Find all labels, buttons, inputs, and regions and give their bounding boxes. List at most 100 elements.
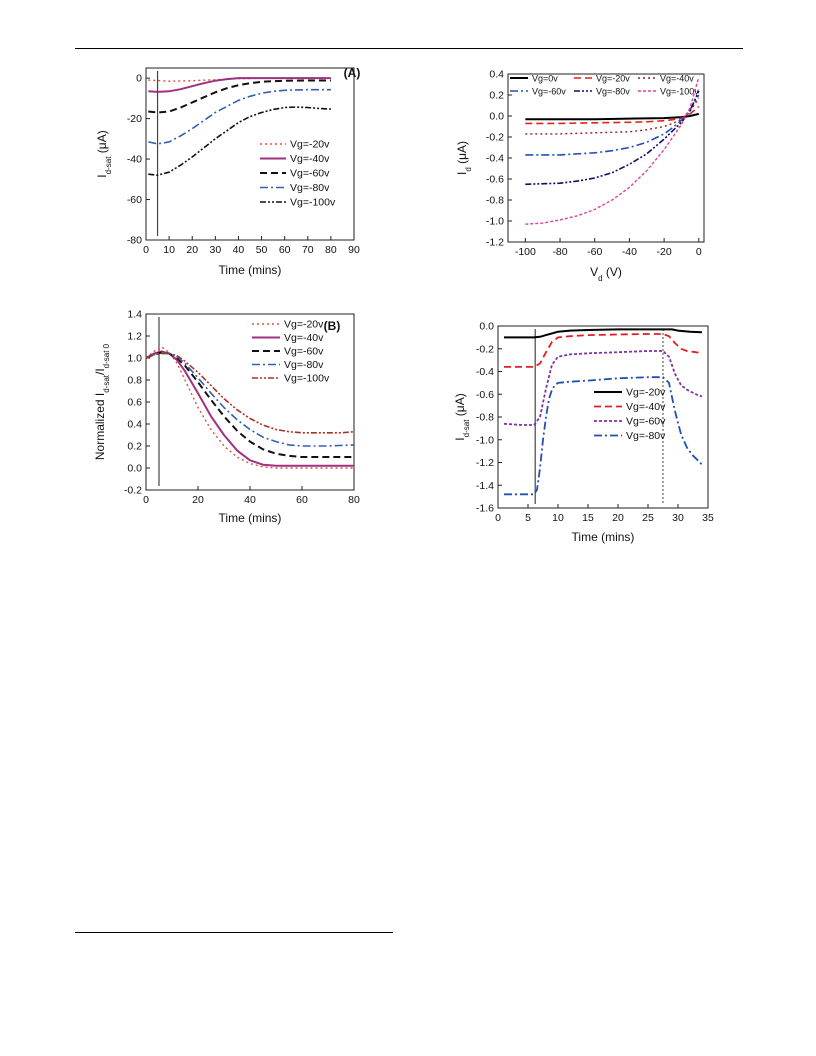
y-tick-label: -0.8 <box>476 412 494 424</box>
panel-label: (A) <box>344 66 361 80</box>
x-tick-label: 35 <box>702 512 714 524</box>
y-tick-label: -0.2 <box>486 132 504 144</box>
series-line <box>525 94 700 156</box>
y-tick-label: -0.2 <box>476 343 494 355</box>
legend-entry: Vg=-100v <box>284 373 330 385</box>
y-tick-label: -1.0 <box>486 216 504 228</box>
series-line <box>145 346 354 469</box>
y-tick-label: 0.8 <box>127 375 142 387</box>
x-tick-label: 60 <box>279 244 291 256</box>
plot-frame <box>507 73 705 243</box>
x-tick-label: 30 <box>209 244 221 256</box>
x-tick-label: 0 <box>696 246 702 258</box>
x-tick-label: 80 <box>325 244 337 256</box>
x-tick-label: 30 <box>672 512 684 524</box>
legend-entry: Vg=-40v <box>626 401 666 413</box>
x-axis-label: Vd (V) <box>590 265 622 283</box>
series-line <box>504 333 703 368</box>
y-tick-label: -20 <box>127 113 142 125</box>
legend-entry: Vg=-60v <box>284 346 324 358</box>
x-tick-label: -40 <box>622 246 637 258</box>
y-tick-label: -0.6 <box>486 174 504 186</box>
series-line <box>525 90 700 186</box>
legend-entry: Vg=-40v <box>290 153 330 165</box>
y-tick-label: 0 <box>136 73 142 85</box>
y-tick-label: -0.4 <box>486 153 504 165</box>
legend-entry: Vg=-80v <box>290 182 330 194</box>
chart-a-current-vs-time: 0 10 20 30 40 50 60 70 80 90 0 -20 -40 -60 -80 Vg=-20v V… <box>95 66 361 277</box>
y-tick-label: -0.2 <box>124 485 142 497</box>
y-tick-label: 0.0 <box>127 463 142 475</box>
y-tick-label: -1.0 <box>476 434 494 446</box>
y-axis-label: Normalized Id-sat/Id-sat 0 <box>93 343 111 460</box>
x-tick-label: 50 <box>256 244 268 256</box>
chart-b-normalized-current: 0 20 40 60 80 -0.2 0.0 0.2 0.4 0.6 0.8 1.0 1.2 1.4 Vg=… <box>93 309 360 526</box>
x-tick-label: 5 <box>525 512 531 524</box>
x-tick-label: 10 <box>163 244 175 256</box>
series-line <box>504 376 703 496</box>
x-axis-label: Time (mins) <box>219 263 282 277</box>
legend-entry: Vg=-20v <box>284 319 324 331</box>
y-tick-label: 0.2 <box>489 90 504 102</box>
y-tick-label: 1.2 <box>127 331 142 343</box>
series-line <box>525 77 700 225</box>
legend-entry: Vg=-80v <box>626 430 666 442</box>
series-line <box>145 351 355 447</box>
y-tick-label: -1.4 <box>476 480 494 492</box>
y-tick-label: -1.2 <box>476 457 494 469</box>
y-tick-label: -40 <box>127 154 142 166</box>
y-tick-label: -0.8 <box>486 195 504 207</box>
x-tick-label: 70 <box>302 244 314 256</box>
x-tick-label: 0 <box>143 244 149 256</box>
x-axis-label: Time (mins) <box>219 511 282 525</box>
series-line <box>503 350 703 426</box>
x-tick-label: 90 <box>348 244 360 256</box>
header-rule <box>75 48 743 49</box>
legend-entry: Vg=-40v <box>284 332 324 344</box>
y-axis-label: Id-sat (μA) <box>453 393 471 440</box>
x-tick-label: 25 <box>642 512 654 524</box>
series-line <box>525 105 700 125</box>
y-tick-label: 1.0 <box>127 353 142 365</box>
legend-entry: Vg=-80v <box>284 359 324 371</box>
legend-entry: Vg=-20v <box>290 139 330 151</box>
x-tick-label: 15 <box>582 512 594 524</box>
y-tick-label: 0.4 <box>127 419 142 431</box>
series-line <box>525 112 700 121</box>
y-tick-label: -1.6 <box>476 503 494 515</box>
x-tick-label: 40 <box>233 244 245 256</box>
legend-entry: Vg=-20v <box>626 387 666 399</box>
y-tick-label: -80 <box>127 235 142 247</box>
x-tick-label: 80 <box>348 494 360 506</box>
x-tick-label: 0 <box>495 512 501 524</box>
y-axis-label: Id-sat (μA) <box>95 130 113 177</box>
series-line <box>148 77 331 93</box>
chart-id-vs-vd: -100 -80 -60 -40 -20 0 0.4 0.2 0.0 -0.2 -0.4 -0.6 -0… <box>455 69 705 283</box>
y-tick-label: -60 <box>127 194 142 206</box>
y-tick-label: 0.4 <box>489 69 504 81</box>
x-tick-label: 20 <box>612 512 624 524</box>
y-tick-label: -0.4 <box>476 366 494 378</box>
y-tick-label: -1.2 <box>486 237 504 249</box>
legend-entry: Vg=-100v <box>660 87 699 97</box>
y-tick-label: 1.4 <box>127 309 142 321</box>
x-tick-label: 0 <box>143 494 149 506</box>
x-tick-label: 40 <box>244 494 256 506</box>
x-tick-label: -80 <box>552 246 567 258</box>
legend-entry: Vg=-40v <box>660 74 694 84</box>
x-axis-label: Time (mins) <box>572 530 635 544</box>
legend-entry: Vg=-60v <box>290 168 330 180</box>
series-line <box>145 352 355 434</box>
y-axis-label: Id (μA) <box>455 141 473 175</box>
legend-entry: Vg=-80v <box>596 87 630 97</box>
legend-entry: Vg=-100v <box>290 197 336 209</box>
x-tick-label: -20 <box>657 246 672 258</box>
y-tick-label: 0.0 <box>479 321 494 333</box>
x-tick-label: -100 <box>515 246 536 258</box>
legend-entry: Vg=-60v <box>626 416 666 428</box>
legend-entry: Vg=-20v <box>596 74 630 84</box>
y-tick-label: 0.6 <box>127 397 142 409</box>
x-tick-label: -60 <box>587 246 602 258</box>
series-line <box>504 328 703 339</box>
x-tick-label: 20 <box>186 244 198 256</box>
